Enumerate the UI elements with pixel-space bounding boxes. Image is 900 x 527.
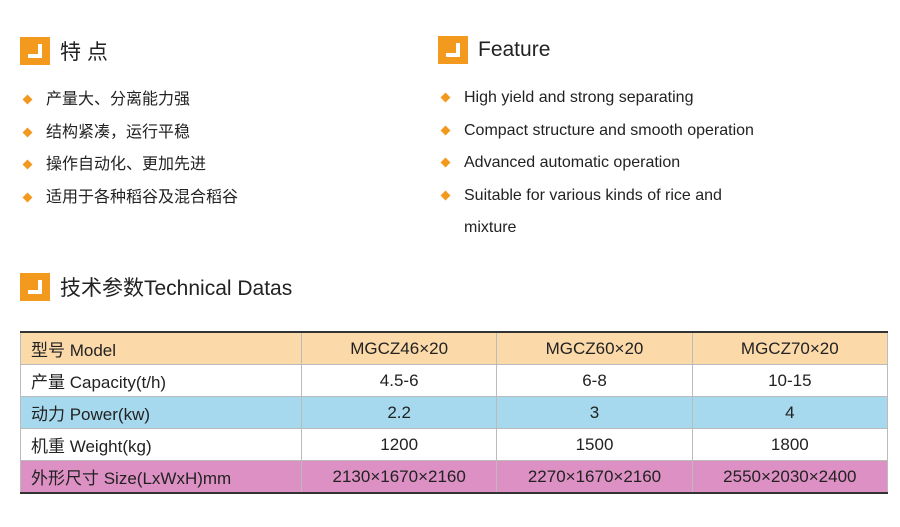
- feature-item: 产量大、分离能力强: [20, 84, 306, 117]
- table-row: 产量 Capacity(t/h) 4.5-6 6-8 10-15: [20, 364, 889, 397]
- table-row: 外形尺寸 Size(LxWxH)mm 2130×1670×2160 2270×167…: [20, 460, 889, 494]
- table-cell: MGCZ46×20: [300, 331, 498, 365]
- table-cell: 1200: [300, 428, 498, 461]
- cn-list: 产量大、分离能力强 结构紧凑，运行平稳 操作自动化、更加先进 适用于各种稻谷及混合稻谷: [20, 84, 306, 214]
- feature-item: 操作自动化、更加先进: [20, 149, 306, 182]
- table-cell: 机重 Weight(kg): [20, 428, 302, 461]
- table-cell: 外形尺寸 Size(LxWxH)mm: [20, 460, 302, 494]
- table-row: 动力 Power(kw) 2.2 3 4: [20, 396, 889, 429]
- table-cell: 2130×1670×2160: [300, 460, 498, 494]
- table-cell: 2270×1670×2160: [496, 460, 693, 494]
- table-cell: 2.2: [300, 396, 498, 429]
- table-cell: 1800: [691, 428, 889, 461]
- table-cell: 型号 Model: [20, 331, 302, 365]
- table-cell: 4: [691, 396, 889, 429]
- feature-item: High yield and strong separating: [438, 82, 764, 115]
- table-cell: 10-15: [691, 364, 889, 397]
- spec-title: 技术参数Technical Datas: [60, 277, 293, 300]
- cn-title: 特 点: [60, 41, 108, 64]
- cn-heading: 特 点: [20, 36, 108, 66]
- spec-heading: 技术参数Technical Datas: [20, 272, 292, 302]
- table-cell: 产量 Capacity(t/h): [20, 364, 302, 397]
- table-cell: 4.5-6: [300, 364, 498, 397]
- table-cell: 6-8: [496, 364, 693, 397]
- table-cell: 2550×2030×2400: [691, 460, 889, 494]
- table-cell: 3: [496, 396, 693, 429]
- spec-table: 型号 Model MGCZ46×20 MGCZ60×20 MGCZ70×20 产量 Ca…: [20, 331, 889, 494]
- table-cell: 动力 Power(kw): [20, 396, 302, 429]
- table-row: 机重 Weight(kg) 1200 1500 1800: [20, 428, 889, 461]
- table-cell: MGCZ70×20: [691, 331, 889, 365]
- feature-item: Suitable for various kinds of rice and m…: [438, 180, 764, 245]
- feature-item: Compact structure and smooth operation: [438, 115, 764, 148]
- en-heading: Feature: [438, 36, 550, 64]
- feature-item: 结构紧凑，运行平稳: [20, 117, 306, 150]
- table-cell: 1500: [496, 428, 693, 461]
- table-cell: MGCZ60×20: [496, 331, 693, 365]
- en-title: Feature: [478, 38, 551, 61]
- feature-item: 适用于各种稻谷及混合稻谷: [20, 182, 306, 215]
- feature-item: Advanced automatic operation: [438, 147, 764, 180]
- en-list: High yield and strong separating Compact …: [438, 82, 764, 245]
- table-row: 型号 Model MGCZ46×20 MGCZ60×20 MGCZ70×20: [20, 331, 889, 365]
